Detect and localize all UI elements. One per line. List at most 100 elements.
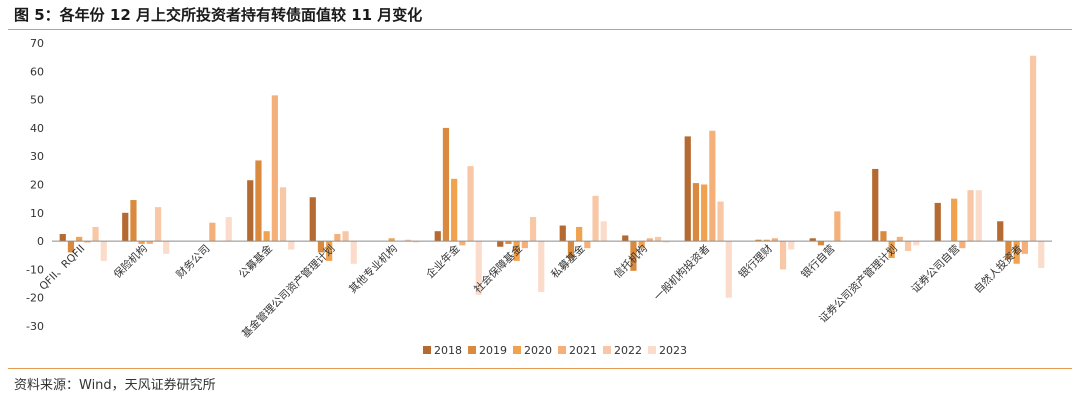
bar-2020-15 [1013,241,1020,264]
bar-2020-9 [638,241,645,249]
bar-2018-10 [684,136,691,242]
bar-2022-5 [404,239,412,242]
legend-swatch-2020 [513,346,521,354]
bar-2021-1 [146,241,153,244]
y-tick-label: -20 [26,292,44,305]
bar-2021-15 [1021,241,1028,254]
bar-2019-10 [692,183,700,242]
bar-2019-8 [567,241,575,259]
bar-2022-10 [717,201,724,242]
bar-2018-14 [934,202,941,242]
bar-2023-2 [225,217,232,242]
bar-2019-9 [630,241,637,271]
bar-2022-3 [279,187,287,242]
bar-2023-0 [100,241,107,261]
x-tick-label: 企业年金 [423,242,462,281]
bar-2020-4 [326,241,333,261]
bar-2019-7 [505,241,512,244]
bar-2022-7 [529,217,537,242]
bar-2018-0 [59,234,66,242]
bar-2019-6 [442,127,450,242]
bar-2019-12 [817,241,825,246]
bar-2023-14 [975,190,982,242]
bar-2022-13 [904,241,912,252]
bar-2023-3 [288,241,295,250]
bar-2021-8 [584,241,591,249]
bar-2021-2 [209,222,216,242]
bar-chart: 70 60 50 40 30 20 10 0 -10 -20 -30 QFII、RQFII 保险机构财… [26,37,1052,357]
bar-2022-4 [342,231,349,242]
bar-2023-7 [538,241,545,293]
bar-2020-14 [951,198,958,242]
bar-2018-1 [122,212,129,242]
bar-2021-14 [959,241,966,249]
bar-2023-11 [788,241,795,250]
bar-2021-9 [646,238,653,242]
legend-label: 2020 [524,344,552,357]
top-rule [8,29,1072,30]
bar-2023-15 [1038,241,1045,268]
y-tick-label: 30 [30,150,44,163]
legend-swatch-2018 [423,346,431,354]
y-tick-label: 0 [37,235,44,248]
bars [59,55,1045,298]
legend-label: 2021 [569,344,597,357]
y-axis: 70 60 50 40 30 20 10 0 -10 -20 -30 [26,37,44,333]
bar-2023-4 [350,241,357,264]
y-tick-label: 70 [30,37,44,50]
x-tick-label: QFII、RQFII [37,243,87,293]
x-tick-label: 一般机构投资者 [651,242,712,303]
x-tick-label: 证券公司自营 [909,242,963,296]
legend-swatch-2021 [558,346,566,354]
bar-2019-1 [130,200,137,242]
bar-2023-1 [163,241,170,254]
legend-swatch-2023 [648,346,656,354]
bar-2018-13 [872,168,879,242]
y-tick-label: 20 [30,179,44,192]
x-tick-label: 保险机构 [111,242,150,281]
bar-2021-7 [521,241,528,249]
bar-2020-6 [451,178,458,242]
chart-title: 图 5：各年份 12 月上交所投资者持有转债面值较 11 月变化 [14,6,423,24]
bar-2023-8 [600,221,607,242]
x-tick-label: 银行自营 [798,242,837,281]
legend-label: 2022 [614,344,642,357]
bar-2020-7 [513,241,520,261]
bar-2022-15 [1029,55,1037,242]
bar-2018-6 [434,231,441,242]
bar-2018-4 [309,197,316,242]
bar-2018-9 [622,235,629,242]
y-tick-label: 50 [30,94,44,107]
x-tick-label: 银行理财 [736,242,775,281]
bar-2023-10 [725,241,732,298]
bar-2018-8 [559,225,566,242]
bar-2022-9 [654,236,662,242]
bar-2018-7 [497,241,504,247]
bar-2020-1 [138,241,145,244]
bar-2018-3 [247,180,254,242]
y-tick-label: -10 [26,263,44,276]
bar-2022-6 [467,166,474,242]
bar-2019-3 [255,160,262,242]
bar-2021-6 [459,241,466,246]
y-tick-label: 10 [30,207,44,220]
bar-2023-13 [913,241,920,246]
bar-2018-15 [997,221,1004,242]
y-tick-label: -30 [26,320,44,333]
bar-2022-0 [92,226,99,242]
bar-2021-13 [896,236,903,242]
bar-2021-11 [771,238,778,242]
bar-2021-0 [84,241,91,243]
bar-2020-5 [388,238,395,242]
bar-2020-3 [263,231,270,242]
bar-2020-11 [763,239,770,242]
legend-swatch-2022 [603,346,611,354]
bar-2020-8 [576,226,583,242]
bar-2019-4 [317,241,325,253]
legend-swatch-2019 [468,346,476,354]
bar-2022-1 [154,207,162,242]
bar-2022-11 [779,241,787,270]
bar-2021-4 [334,234,341,242]
x-tick-label: 财务公司 [173,242,212,281]
